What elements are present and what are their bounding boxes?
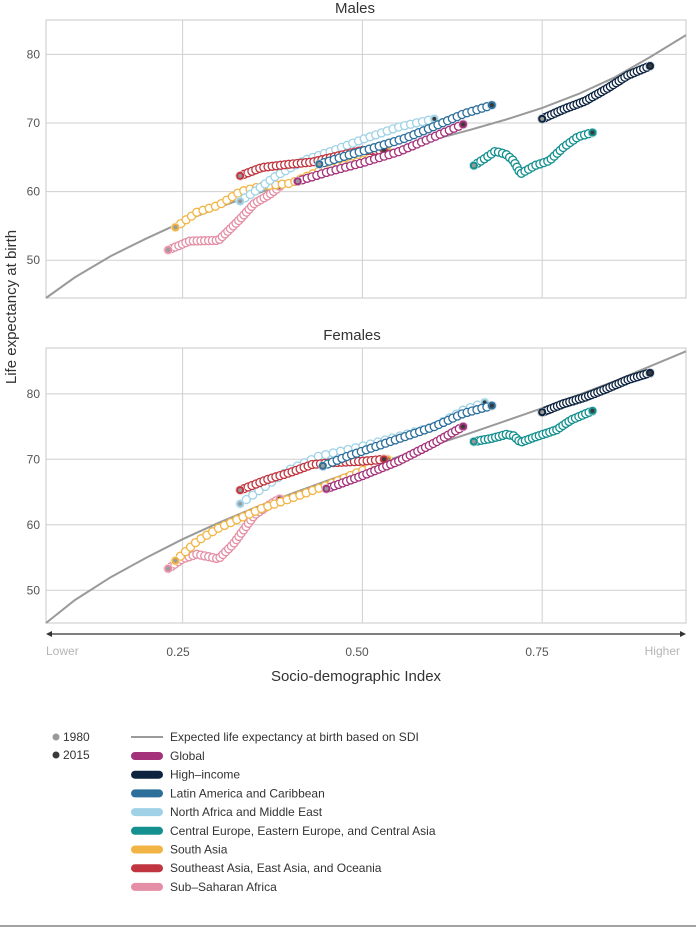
females-data-point <box>248 490 258 500</box>
females-plot-frame <box>45 347 687 624</box>
males-y-tick-label: 80 <box>27 47 41 61</box>
legend-label-global: Global <box>170 749 205 763</box>
legend-1980-marker <box>52 733 60 741</box>
legend-swatch-south-asia <box>131 845 163 854</box>
legend-swatch-north-africa-and-middle-east <box>131 808 163 817</box>
females-1980-marker <box>320 463 325 468</box>
females-data-point <box>241 494 252 505</box>
x-axis-lower-label: Lower <box>46 644 79 658</box>
females-1980-marker <box>173 558 178 563</box>
females-1980-marker <box>238 501 243 506</box>
females-y-tick-label: 70 <box>27 452 41 466</box>
legend-label-southeast-asia-east-asia-and-oceania: Southeast Asia, East Asia, and Oceania <box>170 861 382 875</box>
females-y-tick-label: 80 <box>27 387 41 401</box>
females-2015-marker <box>461 424 466 429</box>
males-1980-marker <box>238 199 243 204</box>
legend-swatch-high-income <box>131 770 163 779</box>
x-axis-arrow-right-icon <box>680 631 686 637</box>
males-1980-marker <box>166 247 171 252</box>
legend-1980-label: 1980 <box>63 730 90 744</box>
legend-swatch-southeast-asia-east-asia-and-oceania <box>131 864 163 873</box>
legend: 1980 2015 Expected life expectancy at bi… <box>52 730 436 894</box>
females-series-global <box>321 421 468 494</box>
legend-2015-label: 2015 <box>63 748 90 762</box>
males-y-ticks: 50 60 70 80 <box>27 47 41 267</box>
legend-label-high-income: High–income <box>170 768 240 782</box>
females-2015-marker <box>489 403 494 408</box>
males-2015-marker <box>648 63 653 68</box>
females-series-latin-america-and-caribbean <box>318 400 497 471</box>
legend-swatch-global <box>131 752 163 760</box>
legend-label-south-asia: South Asia <box>170 843 228 857</box>
males-1980-marker <box>173 225 178 230</box>
males-series-high-income <box>537 61 655 124</box>
females-data-point <box>321 449 331 460</box>
males-1980-marker <box>540 116 545 121</box>
x-axis-higher-label: Higher <box>645 644 680 658</box>
males-2015-marker <box>461 122 466 127</box>
males-2015-marker <box>432 116 437 121</box>
y-axis-label: Life expectancy at birth <box>3 230 20 384</box>
females-panel: Females 50 60 70 80 <box>27 327 687 624</box>
females-1980-marker <box>540 410 545 415</box>
males-series-points <box>163 61 655 255</box>
females-y-tick-label: 50 <box>27 583 41 597</box>
females-1980-marker <box>166 566 171 571</box>
legend-2015-marker <box>52 751 60 759</box>
females-2015-marker <box>648 370 653 375</box>
x-tick-label: 0.25 <box>166 645 190 659</box>
males-y-tick-label: 70 <box>27 116 41 130</box>
females-2015-marker <box>590 408 595 413</box>
legend-swatch-central-europe-eastern-europe-and-central-asia <box>131 826 163 835</box>
females-data-point <box>328 448 338 458</box>
x-axis-label: Socio-demographic Index <box>271 668 442 685</box>
females-2015-marker <box>381 457 386 462</box>
x-tick-label: 0.50 <box>345 645 369 659</box>
males-2015-marker <box>489 103 494 108</box>
legend-swatch-latin-america-and-caribbean <box>131 789 163 798</box>
x-tick-label: 0.75 <box>525 645 549 659</box>
males-series-latin-america-and-caribbean <box>314 100 497 169</box>
females-1980-marker <box>471 439 476 444</box>
males-grid <box>46 20 686 298</box>
males-1980-marker <box>317 162 322 167</box>
females-panel-title: Females <box>323 327 381 344</box>
legend-expected-label: Expected life expectancy at birth based … <box>170 730 419 744</box>
legend-entries: Global High–income Latin America and Carib… <box>131 749 436 894</box>
females-y-ticks: 50 60 70 80 <box>27 387 41 597</box>
x-axis-arrow-left-icon <box>46 631 52 637</box>
males-panel-title: Males <box>335 0 375 17</box>
males-y-tick-label: 50 <box>27 253 41 267</box>
males-2015-marker <box>381 148 386 153</box>
males-2015-marker <box>590 130 595 135</box>
legend-label-north-africa-and-middle-east: North Africa and Middle East <box>170 805 323 819</box>
females-1980-marker <box>324 486 329 491</box>
legend-label-central-europe-eastern-europe-and-central-asia: Central Europe, Eastern Europe, and Cent… <box>170 824 436 838</box>
males-panel: Males 50 60 70 80 <box>27 0 687 299</box>
legend-label-sub-saharan-africa: Sub–Saharan Africa <box>170 880 277 894</box>
males-series-global <box>293 119 468 186</box>
males-1980-marker <box>238 173 243 178</box>
males-1980-marker <box>295 179 300 184</box>
females-series-central-europe-eastern-europe-and-central-asia <box>469 406 598 447</box>
females-y-tick-label: 60 <box>27 518 41 532</box>
females-1980-marker <box>238 488 243 493</box>
females-series-points <box>163 368 655 574</box>
legend-label-latin-america-and-caribbean: Latin America and Caribbean <box>170 786 325 800</box>
males-series-central-europe-eastern-europe-and-central-asia <box>469 127 598 178</box>
males-y-tick-label: 60 <box>27 185 41 199</box>
legend-swatch-sub-saharan-africa <box>131 882 163 891</box>
males-1980-marker <box>471 163 476 168</box>
females-series-high-income <box>537 368 655 417</box>
